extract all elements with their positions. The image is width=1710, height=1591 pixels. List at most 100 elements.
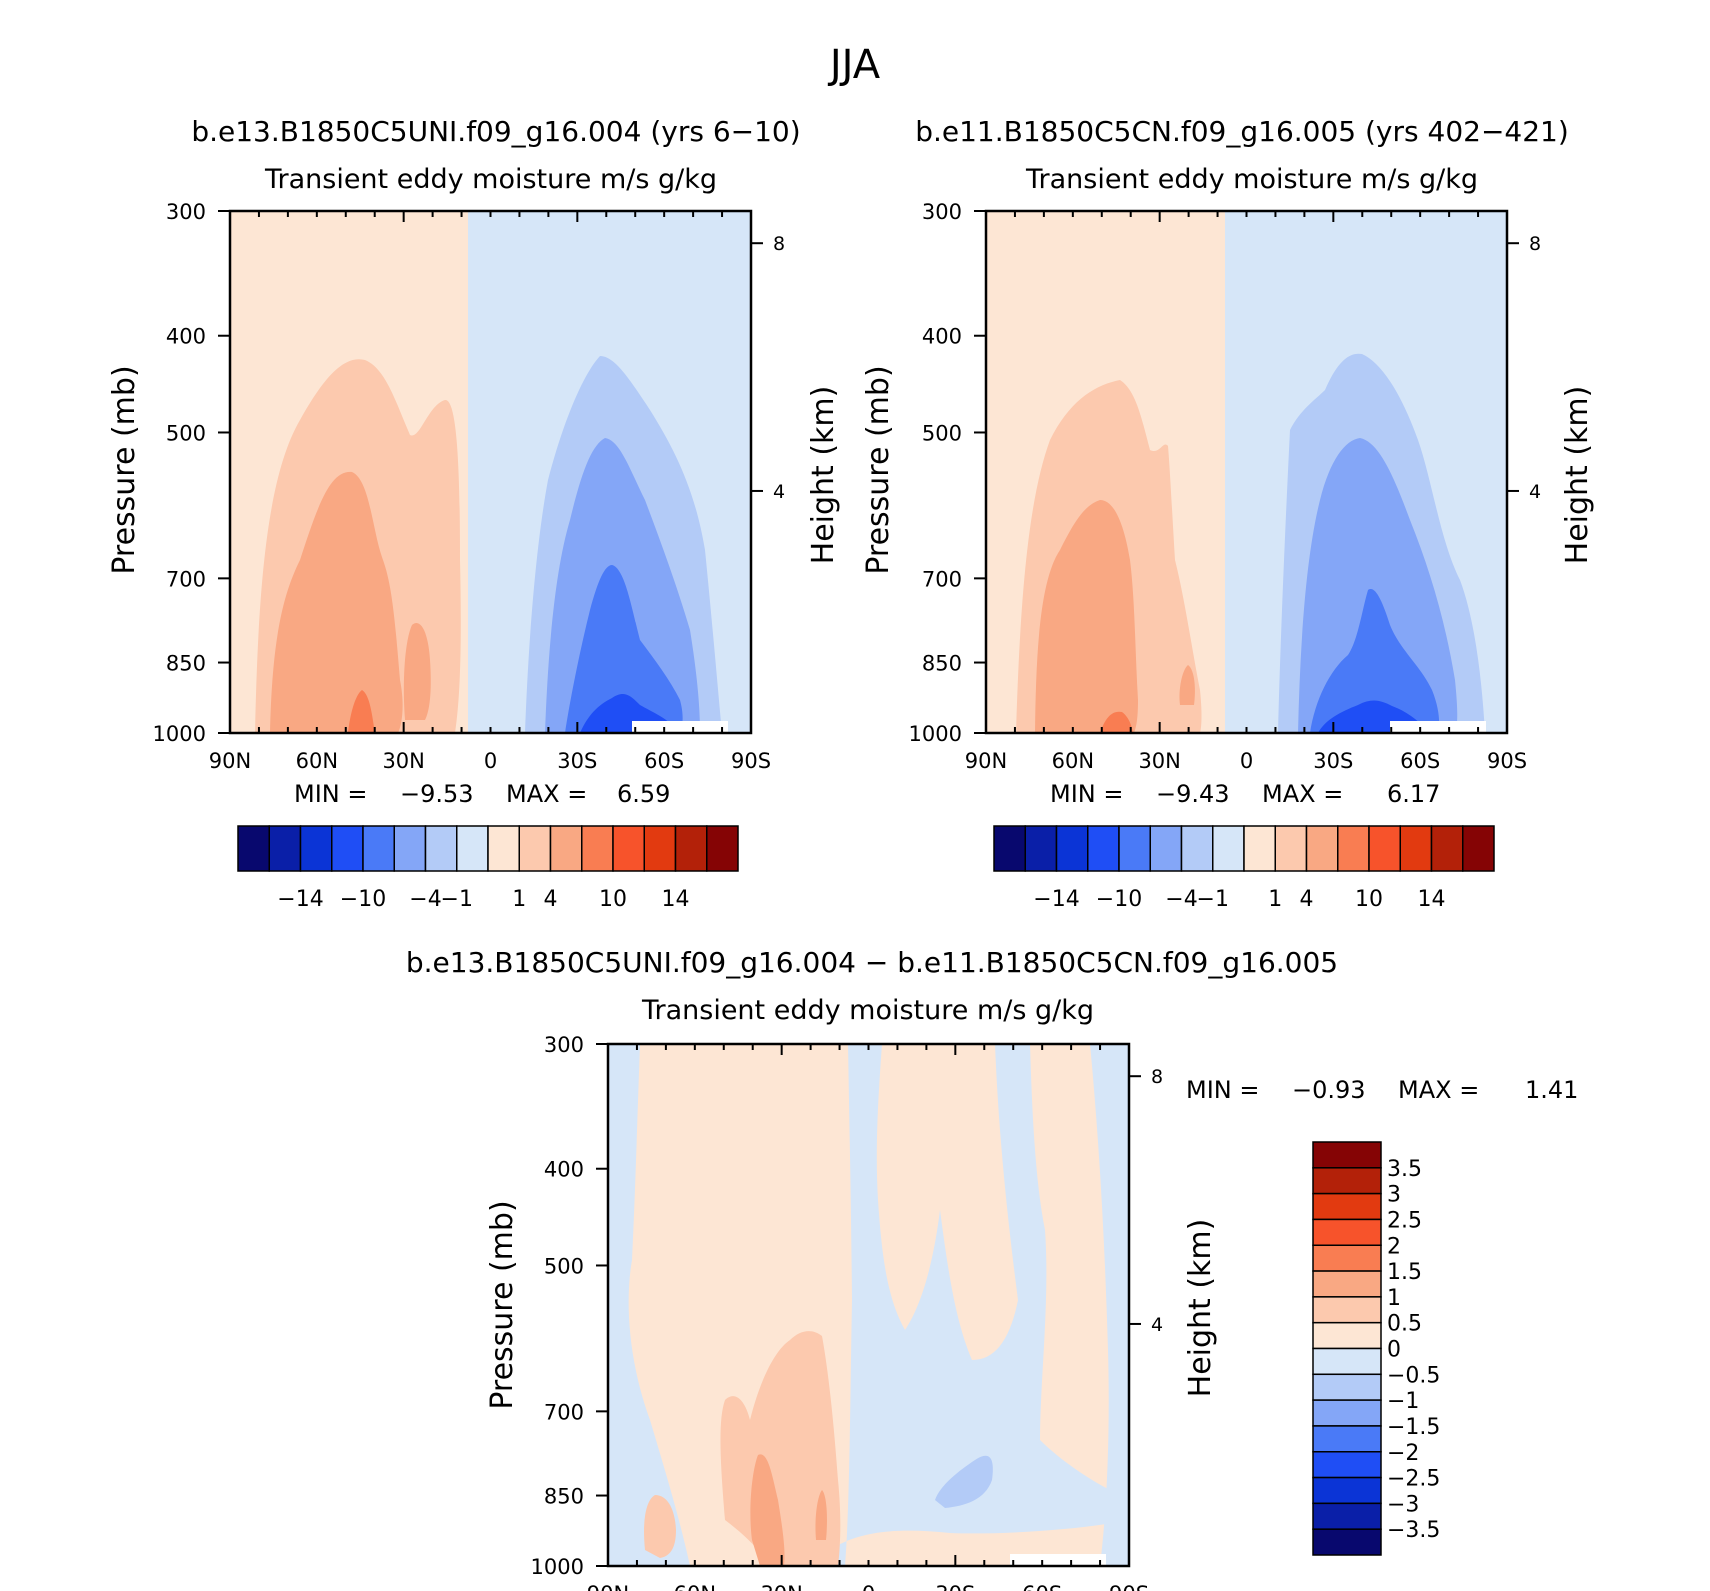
panel-3-colorbar-box [1312, 1373, 1382, 1401]
panel-3-x-tick-label: 30S [935, 1582, 975, 1591]
panel-2-y-ticks: 300 400 500 700 850 1000 8 4 [909, 200, 1542, 746]
panel-3-colorbar: 3.532.521.510.50−0.5−1−1.5−2−2.5−3−3.5 [1312, 1141, 1440, 1556]
panel-3-x-tick-label: 60N [674, 1582, 716, 1591]
panel-3-neg-right-strip [1090, 1044, 1129, 1566]
panel-2-y-tick-label: 850 [922, 652, 962, 676]
panel-1-plot-area [230, 211, 751, 733]
panel-3-neg-1-contour [935, 1455, 993, 1508]
panel-3-max-label: MAX = [1398, 1076, 1479, 1104]
panel-1-colorbar-box [612, 825, 645, 872]
panel-1-min-label: MIN = [294, 780, 367, 808]
panel-1-x-tick-label: 30N [382, 749, 424, 773]
panel-3-y-right-tick-label: 8 [1151, 1066, 1163, 1088]
panel-1-y-tick-label: 400 [166, 325, 206, 349]
panel-3-colorbar-label: 3 [1387, 1183, 1401, 1208]
panel-1-y-tick-label: 1000 [153, 722, 206, 746]
panel-3-colorbar-box [1312, 1141, 1382, 1169]
panel-2-min-label: MIN = [1050, 780, 1123, 808]
panel-3-x-tick-label: 90N [587, 1582, 629, 1591]
panel-3-stats: MIN = −0.93 MAX = 1.41 [1186, 1076, 1578, 1104]
panel-3-colorbar-box [1312, 1528, 1382, 1556]
panel-1-subtitle: Transient eddy moisture m/s g/kg [264, 164, 717, 195]
panel-2-ylabel-right: Height (km) [1560, 386, 1595, 565]
panel-3-colorbar-label: 2 [1387, 1234, 1401, 1259]
panel-2-x-ticks: 90N 60N 30N 0 30S 60S 90S [965, 211, 1527, 773]
panel-2-colorbar-box [1368, 825, 1401, 872]
panel-1-pos-4-contour [348, 690, 375, 733]
panel-2-colorbar-box [1337, 825, 1370, 872]
panel-3-colorbar-box [1312, 1321, 1382, 1350]
panel-2-x-tick-label: 90S [1487, 749, 1527, 773]
panel-2-colorbar-box [1305, 825, 1339, 872]
panel-2-pos-4-contour [1100, 711, 1133, 733]
panel-3-ylabel-right: Height (km) [1183, 1219, 1218, 1398]
panel-3-title: b.e13.B1850C5UNI.f09_g16.004 − b.e11.B18… [406, 946, 1338, 979]
panel-3-colorbar-box [1312, 1425, 1382, 1453]
panel-2-y-tick-label: 500 [922, 421, 962, 445]
panel-1-ylabel: Pressure (mb) [107, 365, 142, 574]
panel-2-y-tick-label: 1000 [909, 722, 962, 746]
panel-3-colorbar-label: 2.5 [1387, 1208, 1422, 1233]
panel-2-x-tick-label: 0 [1240, 749, 1253, 773]
panel-3-x-tick-label: 60S [1022, 1582, 1062, 1591]
panel-3-colorbar-label: 0.5 [1387, 1312, 1422, 1337]
panel-2-neg-4-contour [1310, 589, 1440, 733]
panel-2-x-tick-label: 30S [1313, 749, 1353, 773]
panel-1-y-tick-label: 850 [166, 652, 206, 676]
panel-1-colorbar-box [487, 825, 520, 872]
panel-2-colorbar-label: −10 [1096, 887, 1142, 912]
panel-3-colorbar-box [1312, 1167, 1382, 1195]
panel-3-colorbar-label: 3.5 [1387, 1157, 1422, 1182]
panel-1-neg-4-contour [565, 565, 683, 733]
panel-3-pos-2-contour [750, 1454, 785, 1566]
panel-1-x-tick-label: 0 [484, 749, 497, 773]
panel-3-colorbar-box [1312, 1476, 1382, 1505]
panel-2-colorbar-box [1087, 825, 1120, 872]
panel-1-y-right-tick-label: 8 [773, 233, 785, 255]
panel-2-x-tick-label: 30N [1138, 749, 1180, 773]
panel-3-colorbar-box [1312, 1502, 1382, 1530]
panel-1-colorbar-box [706, 825, 739, 872]
panel-3-colorbar-box [1312, 1192, 1382, 1221]
panel-3-pos-1b-contour [644, 1495, 676, 1558]
panel-1-colorbar-box [674, 825, 708, 872]
panel-1-colorbar-label: 4 [544, 887, 558, 912]
panel-1-colorbar-box [643, 825, 677, 872]
panel-2-colorbar: −14 −10 −4−1 1 4 10 14 [993, 825, 1495, 912]
panel-2-title: b.e11.B1850C5CN.f09_g16.005 (yrs 402−421… [915, 115, 1569, 148]
panel-1-colorbar-label: −14 [277, 887, 323, 912]
figure-title: JJA [827, 42, 881, 88]
panel-2-colorbar-box [1149, 825, 1183, 872]
panel-3-y-tick-label: 300 [544, 1033, 584, 1057]
panel-1-colorbar-box [549, 825, 583, 872]
panel-1-colorbar-box [456, 825, 489, 872]
panel-2-ylabel: Pressure (mb) [861, 365, 896, 574]
panel-2-pos-2-contour [1035, 500, 1138, 733]
panel-1-x-tick-label: 90N [209, 749, 251, 773]
panel-3-neg-left-strip [608, 1044, 690, 1566]
panel-1-x-tick-label: 30S [557, 749, 597, 773]
panel-3-subtitle: Transient eddy moisture m/s g/kg [641, 995, 1094, 1026]
panel-2-max-value: 6.17 [1387, 780, 1440, 808]
panel-1-y-tick-label: 300 [166, 200, 206, 224]
panel-2-colorbar-box [1118, 825, 1151, 872]
panel-2-subtitle: Transient eddy moisture m/s g/kg [1025, 164, 1478, 195]
panel-2-y-tick-label: 300 [922, 200, 962, 224]
panel-3-y-tick-label: 850 [544, 1485, 584, 1509]
panel-3-min-label: MIN = [1186, 1076, 1259, 1104]
panel-1-colorbar-box [268, 825, 302, 872]
panel-1-pos-2-contour [270, 471, 403, 733]
panel-2: b.e11.B1850C5CN.f09_g16.005 (yrs 402−421… [861, 115, 1595, 912]
panel-1-x-tick-label: 60S [644, 749, 684, 773]
panel-1-colorbar-box [299, 825, 333, 872]
panel-2-colorbar-label: −14 [1033, 887, 1079, 912]
panel-2-y-tick-label: 700 [922, 567, 962, 591]
panel-3-x-tick-label: 90S [1109, 1582, 1149, 1591]
panel-1-colorbar: −14 −10 −4−1 1 4 10 14 [237, 825, 739, 912]
panel-3-ylabel: Pressure (mb) [485, 1200, 520, 1409]
panel-3-colorbar-label: −1.5 [1387, 1415, 1440, 1440]
panel-1-colorbar-box [424, 825, 458, 872]
panel-2-y-tick-label: 400 [922, 325, 962, 349]
panel-3-colorbar-box [1312, 1296, 1382, 1324]
